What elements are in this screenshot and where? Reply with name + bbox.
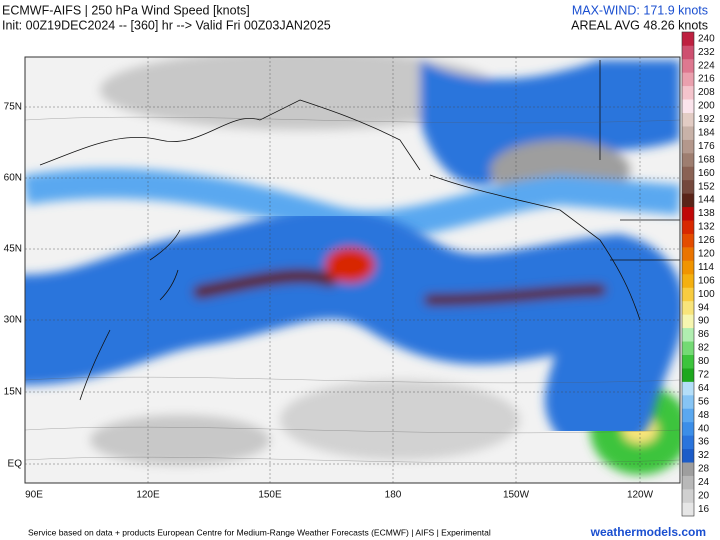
- colorbar-swatch: [682, 462, 694, 476]
- colorbar-swatch: [682, 448, 694, 463]
- colorbar-swatch: [682, 274, 694, 288]
- colorbar-swatch: [682, 32, 694, 46]
- site-link[interactable]: weathermodels.com: [590, 525, 706, 539]
- colorbar-swatch: [682, 179, 694, 194]
- colorbar-swatch: [682, 421, 694, 436]
- colorbar-swatch: [682, 354, 694, 369]
- colorbar-label: 114: [698, 262, 714, 273]
- colorbar-swatch: [682, 45, 694, 60]
- colorbar-label: 56: [698, 396, 710, 407]
- colorbar-label: 20: [698, 490, 710, 501]
- lon-label: 150W: [503, 490, 530, 501]
- colorbar-label: 94: [698, 302, 710, 313]
- lat-label: EQ: [8, 459, 23, 470]
- colorbar-label: 168: [698, 154, 715, 165]
- colorbar-label: 32: [698, 450, 710, 461]
- colorbar-swatch: [682, 314, 694, 329]
- colorbar-swatch: [682, 475, 694, 490]
- lon-label: 120E: [136, 490, 160, 501]
- lon-label: 120W: [627, 490, 654, 501]
- colorbar-label: 160: [698, 168, 715, 179]
- areal-avg: AREAL AVG 48.26 knots: [571, 18, 708, 32]
- colorbar-label: 126: [698, 235, 715, 246]
- lat-label: 60N: [4, 173, 22, 184]
- colorbar-label: 200: [698, 101, 715, 112]
- colorbar-frame: [681, 31, 695, 517]
- lon-label: 150E: [258, 490, 282, 501]
- colorbar-label: 86: [698, 329, 710, 340]
- colorbar-swatch: [682, 287, 694, 302]
- colorbar-swatch: [682, 166, 694, 181]
- colorbar-label: 144: [698, 195, 715, 206]
- colorbar-label: 132: [698, 222, 715, 233]
- colorbar-label: 48: [698, 410, 710, 421]
- colorbar-swatch: [682, 233, 694, 248]
- colorbar-label: 16: [698, 504, 710, 515]
- colorbar-swatch: [682, 327, 694, 342]
- colorbar-label: 120: [698, 248, 715, 259]
- colorbar-swatch: [682, 206, 694, 221]
- colorbar-label: 224: [698, 60, 715, 71]
- colorbar-swatch: [682, 502, 694, 517]
- colorbar-label: 152: [698, 181, 715, 192]
- credit: Service based on data + products Europea…: [28, 527, 491, 537]
- lat-label: 30N: [4, 315, 22, 326]
- colorbar-label: 176: [698, 141, 715, 152]
- colorbar-swatch: [682, 300, 694, 315]
- lat-label: 45N: [4, 244, 22, 255]
- colorbar-label: 106: [698, 275, 715, 286]
- colorbar-swatch: [682, 381, 694, 396]
- colorbar-swatch: [682, 368, 694, 382]
- colorbar-swatch: [682, 126, 694, 140]
- colorbar-label: 184: [698, 127, 715, 138]
- colorbar-swatch: [682, 220, 694, 234]
- axis-labels: 75N 60N 45N 30N 15N EQ 90E 120E 150E 180 150W 120W: [4, 102, 654, 501]
- colorbar-swatch: [682, 99, 694, 113]
- lat-label: 15N: [4, 387, 22, 398]
- colorbar-label: 240: [698, 33, 715, 44]
- lon-label: 90E: [25, 490, 43, 501]
- colorbar-swatch: [682, 193, 694, 208]
- max-wind: MAX-WIND: 171.9 knots: [572, 3, 708, 17]
- colorbar-label: 36: [698, 437, 710, 448]
- lat-label: 75N: [4, 102, 22, 113]
- colorbar-label: 28: [698, 464, 710, 475]
- colorbar-label: 24: [698, 477, 710, 488]
- colorbar-swatch: [682, 153, 694, 167]
- lon-label: 180: [385, 490, 402, 501]
- map: [25, 57, 680, 483]
- colorbar-label: 82: [698, 343, 710, 354]
- colorbar: 16 20 24 28 32 36 40 48 56 64 72 80 82 86 90 94 100 106 11…: [681, 31, 715, 517]
- colorbar-label: 90: [698, 316, 710, 327]
- colorbar-label: 216: [698, 74, 715, 85]
- colorbar-swatch: [682, 341, 694, 355]
- colorbar-swatch: [682, 112, 694, 127]
- colorbar-swatch: [682, 85, 694, 100]
- colorbar-swatch: [682, 260, 694, 275]
- colorbar-swatch: [682, 247, 694, 261]
- colorbar-swatch: [682, 139, 694, 154]
- colorbar-label: 100: [698, 289, 715, 300]
- title: ECMWF-AIFS | 250 hPa Wind Speed [knots]: [2, 3, 250, 17]
- colorbar-label: 208: [698, 87, 715, 98]
- colorbar-swatch: [682, 72, 694, 87]
- colorbar-label: 192: [698, 114, 715, 125]
- colorbar-label: 80: [698, 356, 710, 367]
- colorbar-swatch: [682, 58, 694, 73]
- colorbar-label: 138: [698, 208, 715, 219]
- colorbar-label: 40: [698, 423, 710, 434]
- colorbar-swatch: [682, 489, 694, 503]
- colorbar-label: 232: [698, 47, 715, 58]
- colorbar-label: 72: [698, 369, 710, 380]
- colorbar-swatch: [682, 435, 694, 450]
- init-time: Init: 00Z19DEC2024 -- [360] hr --> Valid…: [2, 18, 331, 32]
- colorbar-swatch: [682, 408, 694, 423]
- colorbar-label: 64: [698, 383, 710, 394]
- colorbar-swatch: [682, 395, 694, 409]
